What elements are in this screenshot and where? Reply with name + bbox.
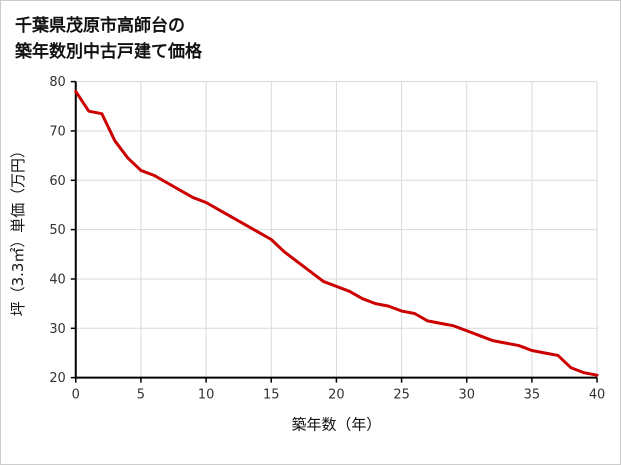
x-tick-label: 15	[263, 388, 279, 403]
x-tick-label: 25	[393, 388, 409, 403]
x-tick-label: 0	[72, 388, 80, 403]
x-tick-label: 40	[589, 388, 605, 403]
x-axis-label: 築年数（年）	[292, 415, 382, 433]
x-tick-label: 10	[198, 388, 214, 403]
y-tick-label: 50	[49, 223, 65, 238]
x-tick-label: 5	[137, 388, 145, 403]
y-tick-label: 70	[49, 124, 65, 139]
x-tick-label: 20	[328, 388, 344, 403]
y-tick-label: 30	[49, 322, 65, 337]
chart-area: 0 5 10 15 20 25 30 35 40 20 30 40 50 60 70 80 築年数（年） 坪（3.…	[1, 73, 620, 464]
y-tick-label: 80	[49, 75, 65, 90]
y-tick-label: 20	[49, 371, 65, 386]
y-axis-label: 坪（3.3㎡）単価（万円）	[9, 143, 27, 316]
chart-title: 千葉県茂原市高師台の 築年数別中古戸建て価格	[1, 1, 620, 73]
chart-title-line1: 千葉県茂原市高師台の	[15, 16, 185, 36]
chart-title-line2: 築年数別中古戸建て価格	[15, 41, 202, 62]
x-tick-label: 30	[459, 388, 475, 403]
x-tick-label: 35	[524, 388, 540, 403]
price-line-chart: 0 5 10 15 20 25 30 35 40 20 30 40 50 60 70 80 築年数（年） 坪（3.…	[9, 75, 605, 433]
y-tick-label: 60	[49, 174, 65, 189]
y-tick-label: 40	[49, 272, 65, 287]
price-line	[74, 89, 599, 377]
